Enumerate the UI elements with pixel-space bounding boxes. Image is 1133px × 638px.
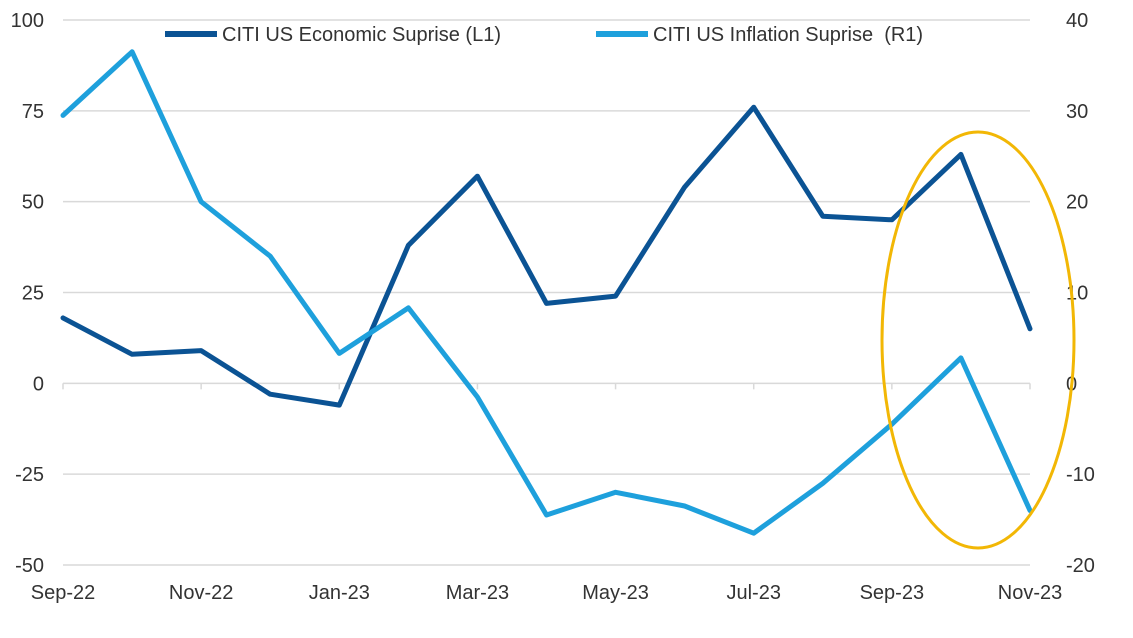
right-tick-label: 40: [1066, 10, 1088, 32]
x-tick-label: Jul-23: [726, 582, 780, 604]
x-axis: Sep-22 Nov-22 Jan-23 Mar-23 May-23 Jul-23 Sep-…: [31, 383, 1062, 604]
right-tick-label: 30: [1066, 101, 1088, 123]
left-axis: 100 75 50 25 0 -25 -50: [11, 10, 44, 577]
left-tick-label: 75: [22, 101, 44, 123]
gridlines: [63, 19, 1030, 566]
left-tick-label: 50: [22, 192, 44, 214]
left-tick-label: 100: [11, 10, 44, 32]
left-tick-label: -25: [15, 464, 44, 486]
x-tick-label: Nov-22: [169, 582, 233, 604]
right-tick-label: -20: [1066, 555, 1095, 577]
x-tick-label: Sep-22: [31, 582, 96, 604]
highlight-ellipse: [880, 130, 1076, 550]
legend: CITI US Economic Suprise (L1) CITI US In…: [165, 24, 923, 46]
x-tick-label: Mar-23: [446, 582, 509, 604]
x-tick-label: Nov-23: [998, 582, 1062, 604]
legend-label-economic: CITI US Economic Suprise (L1): [222, 24, 501, 46]
series-line-economic-surprise: [60, 104, 1033, 408]
right-tick-label: 20: [1066, 192, 1088, 214]
right-tick-label: -10: [1066, 464, 1095, 486]
x-tick-label: Jan-23: [309, 582, 370, 604]
series: [60, 49, 1033, 536]
left-tick-label: 25: [22, 283, 44, 305]
left-tick-label: 0: [33, 373, 44, 395]
left-tick-label: -50: [15, 555, 44, 577]
legend-label-inflation: CITI US Inflation Suprise (R1): [653, 24, 923, 46]
series-line-inflation-surprise: [60, 49, 1033, 536]
x-tick-label: May-23: [582, 582, 649, 604]
x-tick-label: Sep-23: [860, 582, 925, 604]
